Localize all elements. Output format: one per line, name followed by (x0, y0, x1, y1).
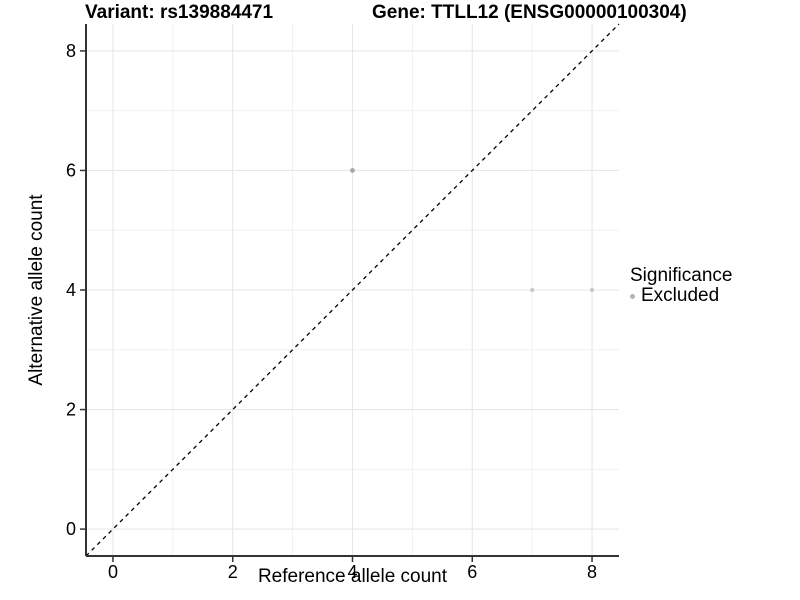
data-point (350, 168, 355, 173)
legend-item-label: Excluded (641, 285, 720, 306)
y-tick-label: 8 (66, 41, 76, 61)
plot-title-variant: Variant: rs139884471 (85, 2, 274, 23)
plot-title-gene: Gene: TTLL12 (ENSG00000100304) (372, 2, 687, 23)
legend-point-icon (630, 293, 635, 299)
x-tick-label: 4 (347, 562, 357, 582)
x-axis-title: Reference allele count (257, 566, 448, 587)
y-tick-label: 4 (66, 280, 76, 300)
identity-line (85, 23, 620, 557)
y-axis-title: Alternative allele count (26, 194, 47, 386)
y-tick-label: 2 (66, 400, 76, 420)
legend: Significance Excluded (630, 266, 732, 306)
data-point (530, 288, 535, 292)
x-tick-label: 8 (587, 562, 597, 582)
y-tick-label: 0 (66, 519, 76, 539)
data-point (590, 288, 595, 292)
x-tick-label: 2 (228, 562, 238, 582)
legend-title: Significance (630, 265, 733, 286)
x-tick-label: 0 (108, 562, 118, 582)
y-tick-label: 6 (66, 160, 76, 180)
x-tick-label: 6 (467, 562, 477, 582)
legend-item-excluded: Excluded (630, 286, 732, 306)
